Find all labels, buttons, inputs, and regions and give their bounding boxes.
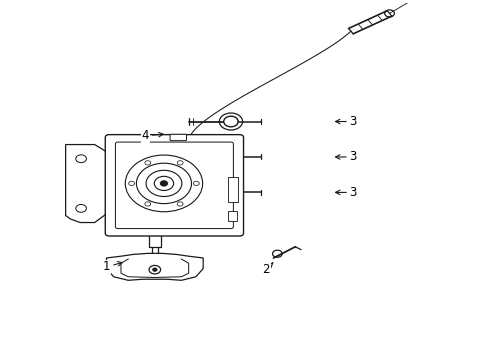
Text: 4: 4 <box>142 129 163 142</box>
Bar <box>227 177 238 202</box>
Circle shape <box>153 268 157 271</box>
Text: 3: 3 <box>335 150 356 163</box>
Text: 1: 1 <box>103 260 122 273</box>
Bar <box>227 211 236 221</box>
Polygon shape <box>65 145 114 222</box>
Text: 3: 3 <box>335 115 356 128</box>
Circle shape <box>160 181 167 186</box>
FancyBboxPatch shape <box>105 135 243 236</box>
FancyBboxPatch shape <box>170 134 186 141</box>
Polygon shape <box>106 253 203 280</box>
Text: 2: 2 <box>262 263 272 276</box>
FancyBboxPatch shape <box>115 142 233 229</box>
Text: 3: 3 <box>335 186 356 199</box>
